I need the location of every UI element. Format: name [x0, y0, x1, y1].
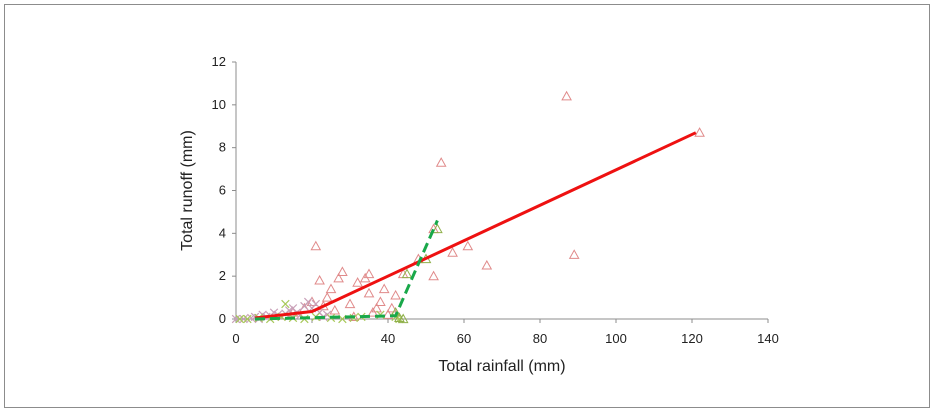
- x-marker-stroke: [231, 314, 241, 324]
- x-marker: [311, 299, 321, 309]
- triangle-marker: [428, 270, 439, 281]
- triangle-marker: [325, 283, 337, 294]
- triangle-marker: [375, 296, 386, 306]
- x-tick-label: 120: [681, 331, 703, 346]
- y-tick-label: 6: [219, 183, 226, 198]
- y-tick-label: 12: [212, 54, 226, 69]
- x-tick-label: 40: [381, 331, 395, 346]
- triangle-marker: [694, 127, 705, 137]
- y-tick-label: 4: [219, 225, 226, 240]
- triangle-marker: [447, 247, 458, 257]
- x-marker-stroke: [281, 299, 290, 309]
- x-tick-label: 0: [232, 331, 239, 346]
- y-tick-label: 10: [212, 97, 226, 112]
- x-marker: [231, 314, 241, 324]
- triangle-marker: [333, 272, 344, 283]
- triangle-marker: [382, 309, 394, 319]
- y-tick-label: 0: [219, 311, 226, 326]
- x-marker-stroke: [235, 314, 245, 324]
- triangle-marker: [344, 298, 356, 309]
- triangle-marker: [321, 292, 333, 302]
- triangle-marker: [363, 287, 375, 298]
- x-marker: [235, 314, 245, 324]
- triangle-marker: [481, 259, 493, 270]
- triangle-marker: [367, 307, 379, 317]
- x-tick-label: 60: [457, 331, 471, 346]
- x-tick-label: 140: [757, 331, 779, 346]
- x-marker: [239, 314, 248, 324]
- triangle-marker: [314, 274, 325, 285]
- x-tick-label: 100: [605, 331, 627, 346]
- solid-fit-line: [254, 131, 697, 320]
- chart-frame: [4, 4, 930, 408]
- dashed-fit-line: [254, 219, 439, 321]
- y-tick-label: 2: [219, 268, 226, 283]
- y-axis-title: Total runoff (mm): [179, 130, 196, 251]
- triangle-marker: [310, 240, 322, 251]
- x-axis-title: Total rainfall (mm): [438, 358, 565, 375]
- triangle-marker: [462, 240, 474, 251]
- triangle-marker: [363, 268, 375, 279]
- triangle-marker: [397, 313, 409, 324]
- x-marker-stroke: [303, 297, 313, 307]
- fit-lines: [254, 131, 697, 321]
- x-tick-label: 20: [305, 331, 319, 346]
- x-tick-label: 80: [533, 331, 547, 346]
- triangle-marker: [568, 249, 580, 259]
- triangle-marker: [401, 268, 413, 279]
- y-tick-label: 8: [219, 140, 226, 155]
- triangle-marker: [435, 157, 447, 167]
- triangle-marker: [371, 302, 382, 313]
- x-marker-stroke: [311, 299, 321, 309]
- triangle-marker: [378, 283, 390, 294]
- x-marker: [281, 299, 290, 309]
- x-marker-stroke: [239, 314, 248, 324]
- triangle-marker: [352, 277, 363, 287]
- triangle-marker: [337, 266, 348, 276]
- data-points: [231, 90, 705, 324]
- triangle-marker: [432, 223, 443, 234]
- x-marker-stroke: [288, 304, 298, 313]
- triangle-marker: [329, 304, 341, 315]
- triangle-marker: [386, 302, 398, 313]
- x-marker-stroke: [243, 314, 252, 324]
- x-marker: [303, 297, 313, 307]
- x-marker-stroke: [338, 314, 347, 324]
- triangle-marker: [390, 289, 401, 300]
- triangle-marker: [561, 90, 572, 101]
- x-marker: [243, 314, 252, 324]
